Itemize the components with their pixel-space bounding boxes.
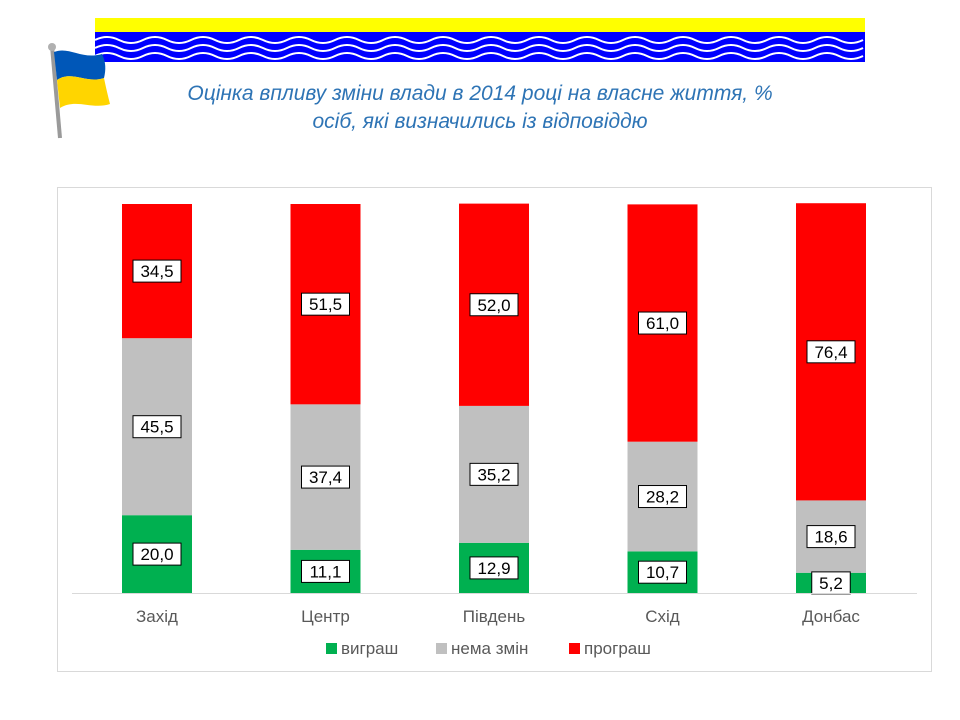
data-label: 12,9 — [477, 559, 510, 578]
data-label: 51,5 — [309, 295, 342, 314]
data-label: 34,5 — [140, 262, 173, 281]
ukrainian-flag-icon — [48, 43, 110, 139]
flag-blue-half — [54, 50, 106, 80]
x-tick-label: Захід — [136, 607, 178, 626]
legend-swatch — [569, 643, 580, 654]
data-label-box — [132, 259, 182, 283]
flag-pole — [50, 45, 62, 139]
data-label-box — [469, 293, 519, 317]
data-label-box — [132, 415, 182, 439]
data-label: 18,6 — [814, 528, 847, 547]
data-label-box — [638, 560, 687, 584]
x-tick-label: Південь — [463, 607, 526, 626]
legend-label: виграш — [341, 639, 398, 658]
chart-title: Оцінка впливу зміни влади в 2014 році на… — [110, 80, 850, 136]
data-label: 76,4 — [814, 343, 847, 362]
banner-wave-2 — [95, 44, 864, 52]
x-tick-label: Центр — [301, 607, 350, 626]
decorative-wave-banner — [95, 18, 865, 62]
data-label-box — [638, 311, 687, 335]
banner-wave-1 — [95, 36, 864, 44]
data-label: 10,7 — [646, 563, 679, 582]
data-label: 35,2 — [477, 465, 510, 484]
flag-pole-top — [48, 43, 56, 51]
data-label: 11,1 — [310, 562, 342, 581]
data-label-box — [638, 485, 687, 509]
data-label-box — [469, 556, 519, 580]
banner-wave-3 — [95, 52, 864, 60]
data-label: 20,0 — [140, 545, 173, 564]
flag-yellow-half — [57, 76, 110, 108]
data-label: 52,0 — [477, 296, 510, 315]
banner-yellow-stripe — [95, 18, 865, 32]
data-label: 5,2 — [819, 574, 843, 593]
stacked-bar-chart: 20,0 45,5 34,5 Захід 11,1 37,4 51,5 Центр 12,9 35… — [72, 203, 917, 658]
x-tick-label: Схід — [645, 607, 680, 626]
data-label: 61,0 — [646, 314, 679, 333]
data-label-box — [132, 542, 182, 566]
data-label: 28,2 — [646, 488, 679, 507]
legend-swatch — [326, 643, 337, 654]
chart-title-line-2: осіб, які визначились із відповіддю — [312, 110, 648, 133]
data-label-box — [806, 525, 856, 549]
data-label: 37,4 — [309, 468, 342, 487]
legend-label: нема змін — [451, 639, 528, 658]
data-label-box — [301, 292, 350, 316]
data-label-box — [806, 340, 856, 364]
x-tick-label: Донбас — [802, 607, 860, 626]
chart-area: 20,0 45,5 34,5 Захід 11,1 37,4 51,5 Центр 12,9 35… — [57, 187, 932, 672]
data-label: 45,5 — [140, 418, 173, 437]
legend-swatch — [436, 643, 447, 654]
data-label-box — [301, 465, 350, 489]
data-label-box — [469, 462, 519, 486]
data-label-box — [301, 559, 350, 583]
chart-title-line-1: Оцінка впливу зміни влади в 2014 році на… — [187, 82, 773, 105]
legend-label: програш — [584, 639, 651, 658]
